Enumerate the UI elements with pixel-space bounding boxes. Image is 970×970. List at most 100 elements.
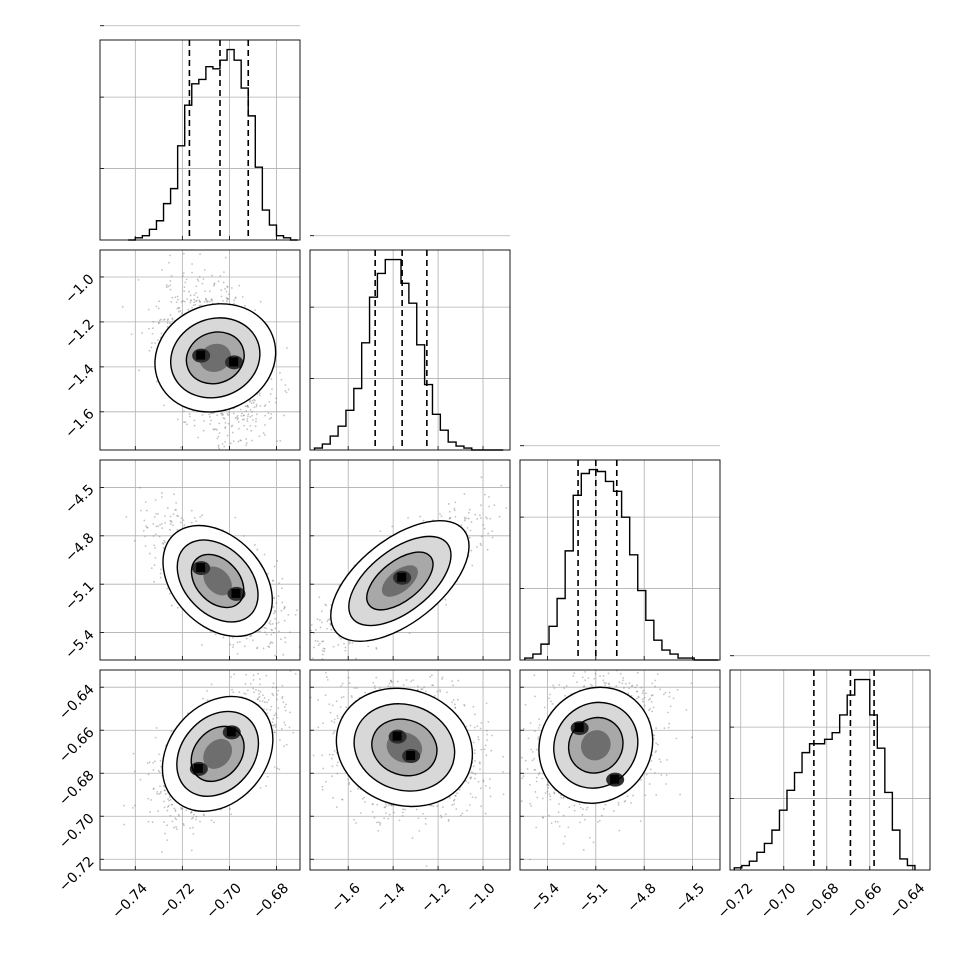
sample-point xyxy=(164,789,166,792)
sample-point xyxy=(272,596,275,599)
sample-point xyxy=(277,707,280,710)
sample-point xyxy=(165,286,168,289)
sample-point xyxy=(252,402,255,404)
sample-point xyxy=(328,640,330,642)
sample-point xyxy=(148,349,151,352)
sample-point xyxy=(163,404,166,407)
sample-point xyxy=(227,297,229,300)
contour-line xyxy=(176,539,259,623)
sample-point xyxy=(154,342,156,345)
sample-point xyxy=(162,784,165,787)
sample-point xyxy=(463,493,466,495)
sample-point xyxy=(189,299,192,302)
sample-point xyxy=(247,415,249,418)
sample-point xyxy=(266,775,269,778)
sample-point xyxy=(276,559,279,562)
sample-point xyxy=(287,388,290,391)
sample-point xyxy=(166,507,169,509)
sample-point xyxy=(306,605,308,607)
sample-point xyxy=(322,640,325,643)
sample-point xyxy=(301,644,303,646)
sample-point xyxy=(190,509,193,512)
sample-point xyxy=(213,428,216,431)
sample-point xyxy=(152,523,155,525)
sample-point xyxy=(340,637,342,640)
sample-point xyxy=(181,274,184,277)
sample-point xyxy=(146,762,149,765)
sample-point xyxy=(205,298,208,301)
sample-point xyxy=(272,682,275,685)
sample-point xyxy=(270,413,273,415)
sample-point xyxy=(177,515,180,518)
sample-point xyxy=(166,322,169,324)
sample-point xyxy=(183,290,186,292)
sample-point xyxy=(274,451,276,453)
sample-point xyxy=(251,399,254,402)
sample-point xyxy=(167,798,169,800)
sample-point xyxy=(467,511,470,514)
sample-point xyxy=(480,535,483,538)
sample-point xyxy=(186,298,188,300)
sample-point xyxy=(468,508,471,511)
sample-point xyxy=(179,521,182,524)
sample-point xyxy=(422,519,425,522)
sample-point xyxy=(183,286,186,289)
sample-point xyxy=(147,308,150,311)
sample-point xyxy=(249,408,252,411)
sample-point xyxy=(465,517,468,520)
sample-point xyxy=(204,290,207,293)
contour-line xyxy=(169,317,261,399)
sample-point xyxy=(445,603,447,606)
sample-point xyxy=(249,635,252,638)
sample-point xyxy=(236,641,239,644)
sample-point xyxy=(198,300,201,303)
sample-point xyxy=(218,422,221,425)
sample-point xyxy=(160,332,163,335)
sample-point xyxy=(267,412,270,415)
sample-point xyxy=(249,682,252,685)
sample-point xyxy=(198,275,201,278)
sample-point xyxy=(189,294,192,297)
sample-point xyxy=(166,824,168,827)
sample-point xyxy=(284,384,287,386)
sample-point xyxy=(243,645,246,648)
sample-point xyxy=(170,300,173,303)
density-peak-core xyxy=(231,588,241,598)
sample-point xyxy=(216,414,219,416)
sample-point xyxy=(172,238,174,240)
sample-point xyxy=(169,279,172,282)
sample-point xyxy=(160,492,163,494)
panel-frame-diag xyxy=(519,459,721,661)
sample-point xyxy=(171,820,174,823)
sample-point xyxy=(218,432,221,434)
sample-point xyxy=(159,576,162,579)
sample-point xyxy=(247,413,250,416)
sample-point xyxy=(292,462,294,464)
sample-point xyxy=(217,435,220,438)
contour-line xyxy=(185,331,245,385)
sample-point xyxy=(151,342,153,344)
sample-point xyxy=(203,300,206,303)
sample-point xyxy=(322,653,324,656)
sample-point xyxy=(316,640,319,643)
sample-point xyxy=(344,662,346,664)
sample-point xyxy=(231,424,234,427)
sample-point xyxy=(238,427,240,430)
sample-point xyxy=(278,582,281,585)
sample-point xyxy=(469,529,472,532)
sample-point xyxy=(243,418,245,421)
sample-point xyxy=(351,642,354,644)
sample-point xyxy=(199,516,202,518)
sample-point xyxy=(283,606,286,609)
sample-point xyxy=(232,691,235,694)
sample-point xyxy=(232,636,235,639)
sample-point xyxy=(241,296,244,298)
sample-point xyxy=(439,513,441,515)
sample-point xyxy=(243,304,246,307)
sample-point xyxy=(269,623,272,626)
sample-point xyxy=(279,371,281,374)
sample-point xyxy=(250,402,253,405)
sample-point xyxy=(275,714,278,716)
sample-point xyxy=(314,639,317,642)
sample-point xyxy=(230,425,233,428)
